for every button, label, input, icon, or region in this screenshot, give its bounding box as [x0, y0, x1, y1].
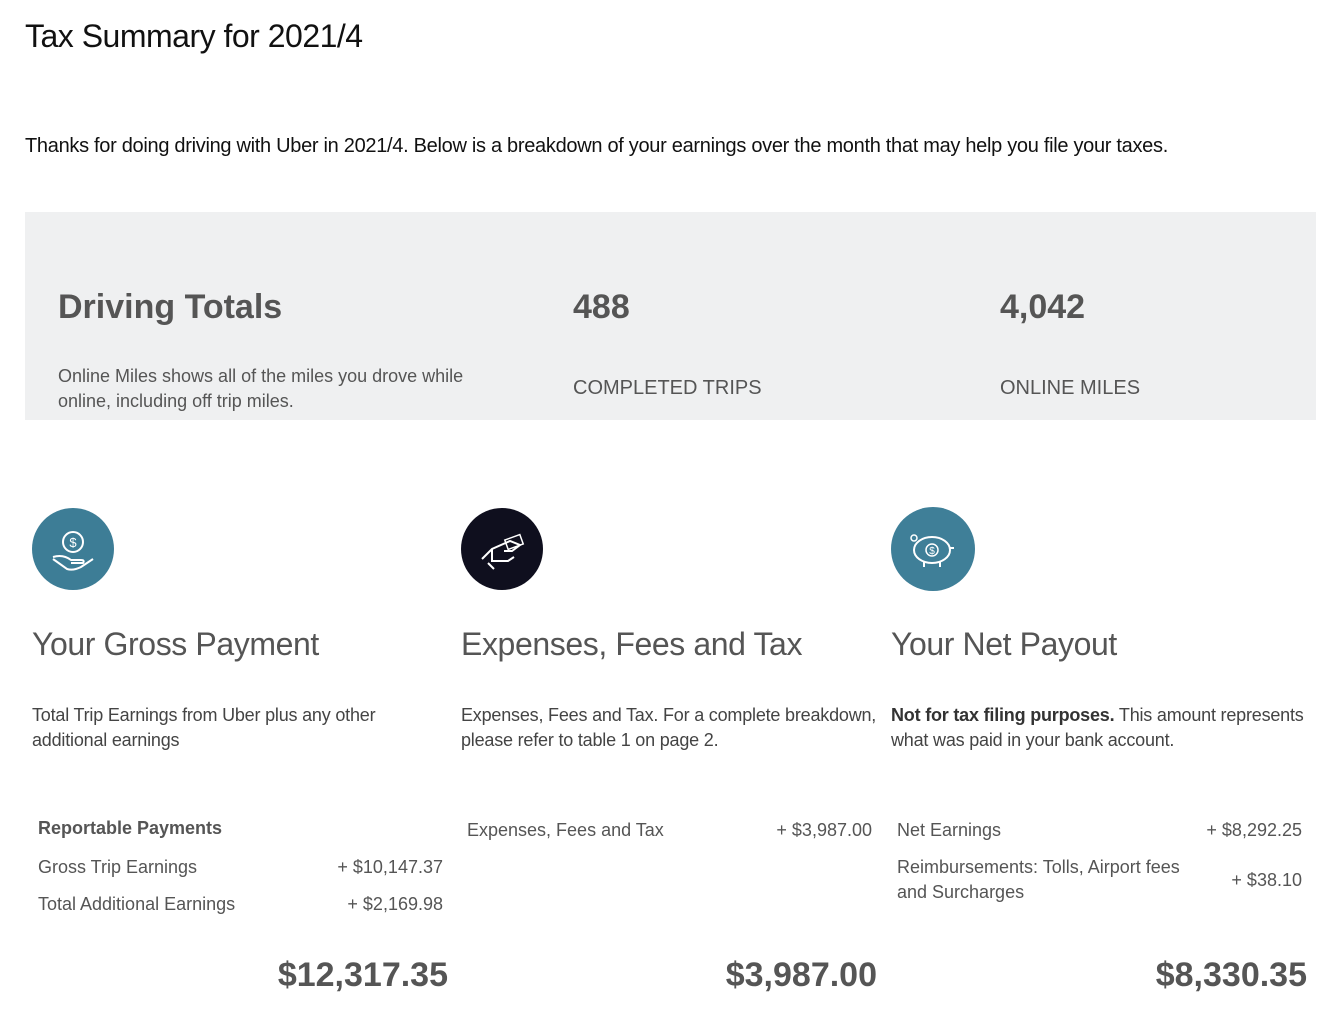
- totals-panel: Driving Totals Online Miles shows all of…: [25, 212, 1316, 420]
- row-amount: + $3,987.00: [776, 820, 872, 840]
- column-description: Total Trip Earnings from Uber plus any o…: [32, 705, 376, 750]
- column-description: Expenses, Fees and Tax. For a complete b…: [461, 705, 877, 750]
- icon: $: [32, 508, 114, 590]
- stat-value: 488: [573, 288, 630, 326]
- totals-note: Online Miles shows all of the miles you …: [58, 366, 464, 411]
- row-amount: + $38.10: [1231, 869, 1302, 890]
- row-amount: + $10,147.37: [337, 857, 443, 877]
- svg-text:$: $: [929, 546, 935, 557]
- row: Net Earnings + $8,292.25: [897, 818, 1302, 843]
- column-total: $12,317.35: [277, 956, 448, 994]
- column: Expenses, Fees and Tax Expenses, Fees an…: [461, 506, 881, 1006]
- icon: $: [891, 507, 975, 591]
- row-amount: + $8,292.25: [1206, 820, 1302, 840]
- section-label: Reportable Payments: [38, 818, 443, 839]
- column-description: Not for tax filing purposes. This amount…: [891, 703, 1309, 753]
- stat-value: 4,042: [1000, 288, 1086, 326]
- description-bold: Not for tax filing purposes.: [891, 705, 1115, 725]
- row-label: Expenses, Fees and Tax: [467, 820, 664, 840]
- row: Expenses, Fees and Tax + $3,987.00: [467, 818, 872, 843]
- row: Gross Trip Earnings + $10,147.37: [38, 855, 443, 880]
- column-title: Your Gross Payment: [32, 626, 319, 662]
- row: Reimbursements: Tolls, Airport fees and …: [897, 855, 1302, 905]
- title: Tax Summary for 2021/4: [25, 18, 363, 54]
- row-label: Total Additional Earnings: [38, 894, 236, 914]
- row: Total Additional Earnings + $2,169.98: [38, 892, 443, 917]
- column: $ Your Net Payout Not for tax filing pur…: [891, 506, 1311, 1006]
- description-text: This amount represents what was paid in …: [891, 705, 1304, 750]
- intro: Thanks for doing driving with Uber in 20…: [25, 135, 1168, 157]
- column-total: $8,330.35: [1155, 956, 1307, 994]
- column: $ Your Gross Payment Total Trip Earnings…: [32, 506, 452, 1006]
- row-amount: + $2,169.98: [347, 894, 443, 914]
- row-label: Reimbursements: Tolls, Airport fees and …: [897, 857, 1180, 902]
- stat-label: ONLINE MILES: [1000, 377, 1141, 399]
- svg-text:$: $: [69, 535, 77, 550]
- icon: [461, 508, 543, 590]
- column-total: $3,987.00: [725, 956, 877, 994]
- stat-label: COMPLETED TRIPS: [573, 377, 762, 399]
- column-title: Your Net Payout: [891, 626, 1117, 662]
- row-label: Net Earnings: [897, 820, 1002, 840]
- totals-heading: Driving Totals: [58, 288, 283, 326]
- column-title: Expenses, Fees and Tax: [461, 626, 803, 662]
- section-text: Reportable Payments: [38, 818, 223, 838]
- row-label: Gross Trip Earnings: [38, 857, 198, 877]
